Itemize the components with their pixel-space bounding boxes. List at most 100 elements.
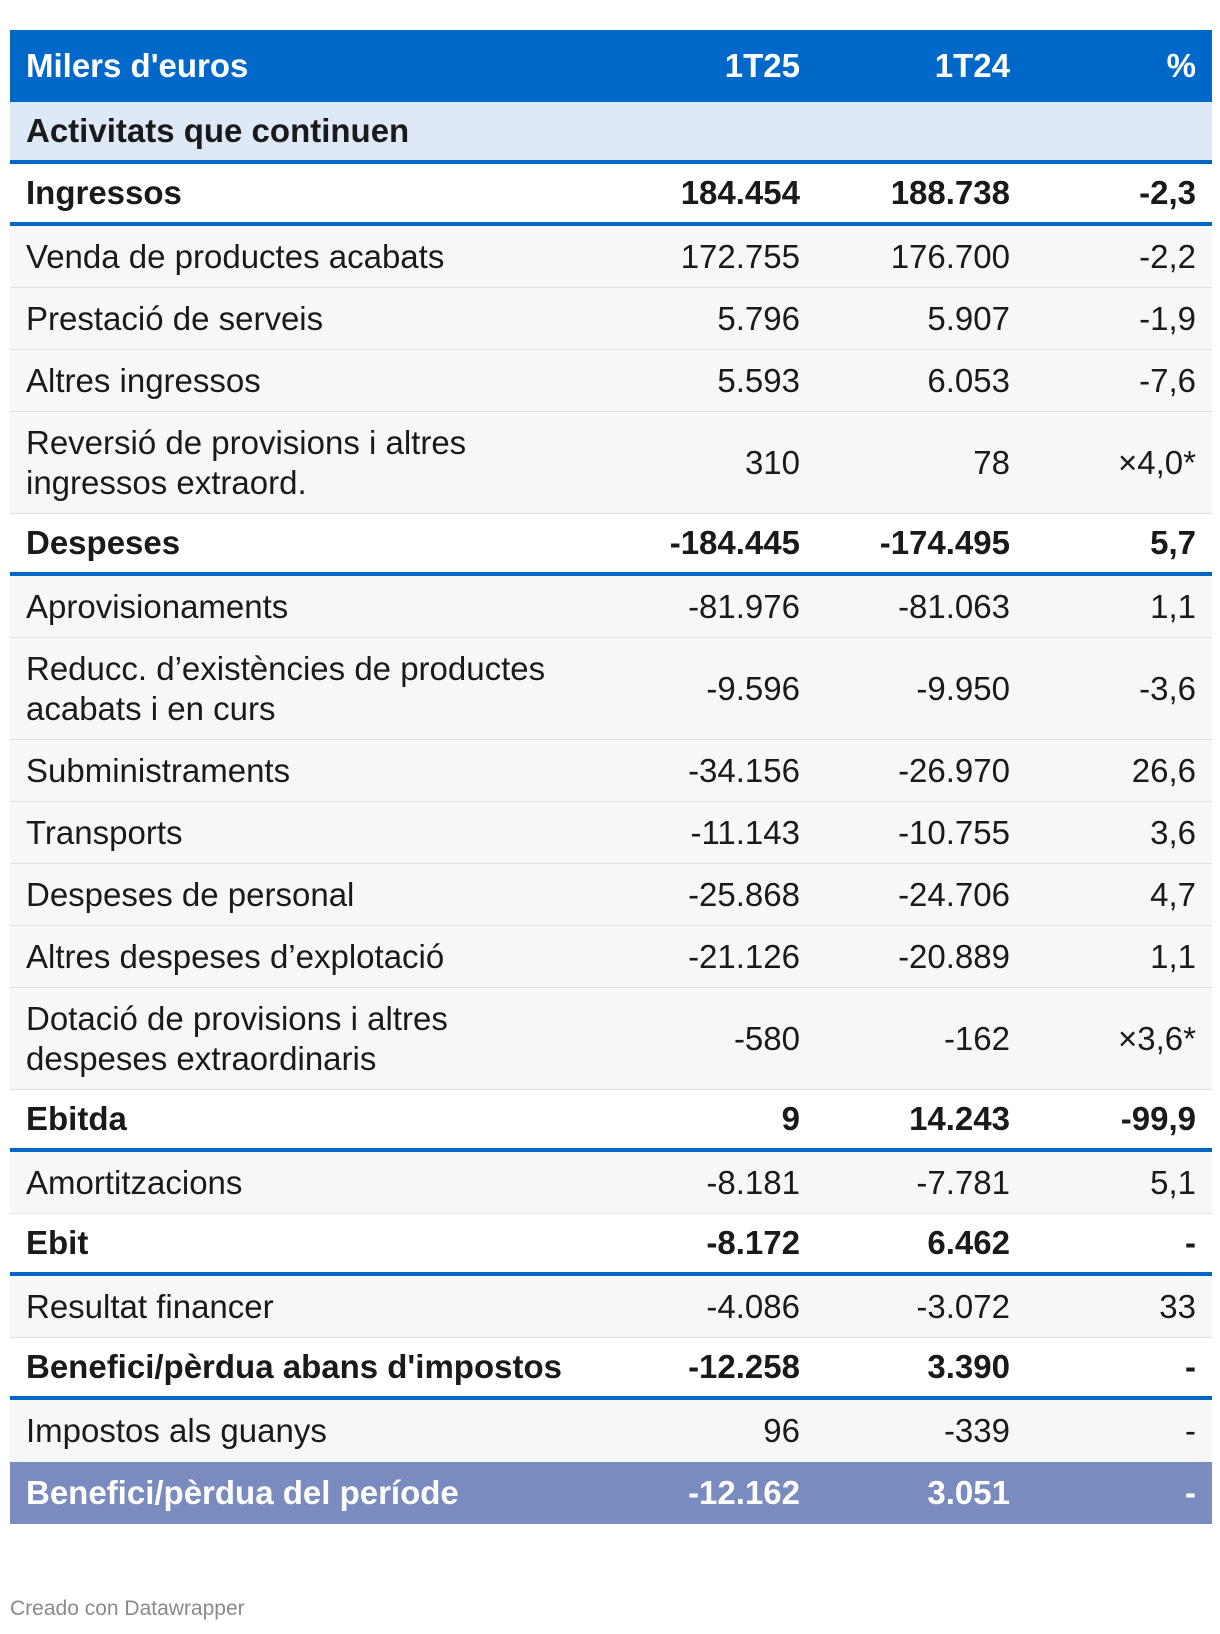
row-value-1t24: 14.243 — [909, 1100, 1010, 1137]
row-value-percent: -7,6 — [1139, 361, 1196, 399]
row-value-1t25: -34.156 — [688, 751, 800, 789]
row-value-percent: 1,1 — [1150, 587, 1196, 625]
row-value-percent: 5,1 — [1150, 1163, 1196, 1201]
row-value-percent: 5,7 — [1150, 524, 1196, 561]
row-value-percent: ×3,6* — [1118, 1019, 1196, 1057]
table-row: Dotació de provisions i altres despeses … — [10, 988, 1212, 1090]
row-value-1t25: -21.126 — [688, 937, 800, 975]
row-label-line: Reversió de provisions i altres — [26, 423, 467, 461]
row-value-1t24: -10.755 — [898, 813, 1010, 851]
row-value-percent: 26,6 — [1131, 751, 1196, 789]
row-label-line: despeses extraordinaris — [26, 1039, 377, 1077]
table-row: Aprovisionaments -81.976 -81.063 1,1 — [10, 576, 1212, 638]
row-value-percent: -99,9 — [1120, 1100, 1196, 1137]
row-label: Amortitzacions — [26, 1163, 243, 1201]
section-title: Activitats que continuen — [26, 112, 410, 149]
table-row: Subministraments -34.156 -26.970 26,6 — [10, 740, 1212, 802]
section-row: Activitats que continuen — [10, 102, 1212, 164]
row-label: Altres despeses d’explotació — [26, 937, 445, 975]
header-label: Milers d'euros — [26, 47, 249, 84]
row-value-1t24: 5.907 — [927, 299, 1010, 337]
row-label: Venda de productes acabats — [26, 237, 445, 275]
row-value-1t25: -12.258 — [688, 1348, 800, 1385]
results-table: Milers d'euros 1T25 1T24 % Activitats qu… — [10, 30, 1212, 1524]
row-label: Ingressos — [26, 174, 182, 211]
row-label: Impostos als guanys — [26, 1412, 327, 1449]
table-row-ingressos: Ingressos 184.454 188.738 -2,3 — [10, 164, 1212, 226]
row-label-line: acabats i en curs — [26, 689, 276, 727]
table-row: Amortitzacions -8.181 -7.781 5,1 — [10, 1152, 1212, 1214]
row-value-percent: -3,6 — [1139, 669, 1196, 707]
row-value-1t24: -20.889 — [898, 937, 1010, 975]
row-value-1t24: 188.738 — [890, 174, 1010, 211]
row-label: Altres ingressos — [26, 361, 261, 399]
row-label: Reducc. d’existències de productes acaba… — [10, 649, 610, 729]
row-value-1t25: 310 — [744, 443, 800, 481]
row-label: Aprovisionaments — [26, 587, 289, 625]
row-value-1t25: -12.162 — [688, 1474, 800, 1511]
row-value-1t24: -162 — [943, 1019, 1010, 1057]
row-label: Prestació de serveis — [26, 299, 324, 337]
row-value-percent: - — [1185, 1412, 1196, 1449]
row-value-percent: 33 — [1159, 1287, 1196, 1325]
row-label: Ebitda — [26, 1100, 127, 1137]
row-value-1t25: 5.796 — [717, 299, 800, 337]
row-value-1t24: 78 — [973, 443, 1010, 481]
row-label: Transports — [26, 813, 183, 851]
table-row: Reducc. d’existències de productes acaba… — [10, 638, 1212, 740]
row-value-1t25: -8.181 — [706, 1163, 800, 1201]
table-row: Resultat financer -4.086 -3.072 33 — [10, 1276, 1212, 1338]
row-value-1t24: -81.063 — [898, 587, 1010, 625]
row-value-percent: 4,7 — [1150, 875, 1196, 913]
row-value-percent: 3,6 — [1150, 813, 1196, 851]
row-value-1t25: 172.755 — [680, 237, 800, 275]
row-value-percent: - — [1185, 1474, 1196, 1511]
row-label: Subministraments — [26, 751, 291, 789]
row-label-line: Dotació de provisions i altres — [26, 999, 448, 1037]
table-row-period-result: Benefici/pèrdua del període -12.162 3.05… — [10, 1462, 1212, 1524]
row-value-percent: - — [1185, 1224, 1196, 1261]
table-row: Impostos als guanys 96 -339 - — [10, 1400, 1212, 1462]
header-1t24: 1T24 — [934, 47, 1010, 84]
row-value-1t24: -24.706 — [898, 875, 1010, 913]
row-value-1t24: -26.970 — [898, 751, 1010, 789]
header-percent: % — [1166, 47, 1196, 84]
table-row-despeses: Despeses -184.445 -174.495 5,7 — [10, 514, 1212, 576]
table-row: Altres ingressos 5.593 6.053 -7,6 — [10, 350, 1212, 412]
table-row-pretax-result: Benefici/pèrdua abans d'impostos -12.258… — [10, 1338, 1212, 1400]
row-value-1t25: 9 — [781, 1100, 800, 1137]
table-row: Despeses de personal -25.868 -24.706 4,7 — [10, 864, 1212, 926]
row-value-1t25: -184.445 — [669, 524, 800, 561]
row-label-line: Reducc. d’existències de productes — [26, 649, 546, 687]
credit-link[interactable]: Creado con Datawrapper — [10, 1597, 245, 1620]
table-header: Milers d'euros 1T25 1T24 % — [10, 30, 1212, 102]
table-row: Altres despeses d’explotació -21.126 -20… — [10, 926, 1212, 988]
row-label: Dotació de provisions i altres despeses … — [10, 999, 610, 1079]
row-value-1t24: -9.950 — [916, 669, 1010, 707]
row-label: Despeses de personal — [26, 875, 355, 913]
row-value-percent: -2,2 — [1139, 237, 1196, 275]
row-value-1t24: 3.051 — [927, 1474, 1010, 1511]
table-row-ebitda: Ebitda 9 14.243 -99,9 — [10, 1090, 1212, 1152]
row-label: Ebit — [26, 1224, 89, 1261]
row-label: Resultat financer — [26, 1287, 274, 1325]
table-row: Prestació de serveis 5.796 5.907 -1,9 — [10, 288, 1212, 350]
row-value-1t25: -580 — [733, 1019, 800, 1057]
row-label: Benefici/pèrdua abans d'impostos — [26, 1348, 562, 1385]
table-row-ebit: Ebit -8.172 6.462 - — [10, 1214, 1212, 1276]
row-value-1t25: -9.596 — [706, 669, 800, 707]
row-label: Despeses — [26, 524, 181, 561]
row-value-1t25: -4.086 — [706, 1287, 800, 1325]
row-value-percent: - — [1185, 1348, 1196, 1385]
row-value-1t25: -25.868 — [688, 875, 800, 913]
row-value-1t25: -81.976 — [688, 587, 800, 625]
row-value-1t24: 176.700 — [890, 237, 1010, 275]
header-1t25: 1T25 — [724, 47, 800, 84]
row-value-1t24: -339 — [943, 1412, 1010, 1449]
row-value-percent: -1,9 — [1139, 299, 1196, 337]
row-label: Benefici/pèrdua del període — [26, 1474, 459, 1511]
table-row: Transports -11.143 -10.755 3,6 — [10, 802, 1212, 864]
row-value-1t25: 184.454 — [680, 174, 800, 211]
row-label: Reversió de provisions i altres ingresso… — [10, 423, 610, 503]
row-value-percent: 1,1 — [1150, 937, 1196, 975]
